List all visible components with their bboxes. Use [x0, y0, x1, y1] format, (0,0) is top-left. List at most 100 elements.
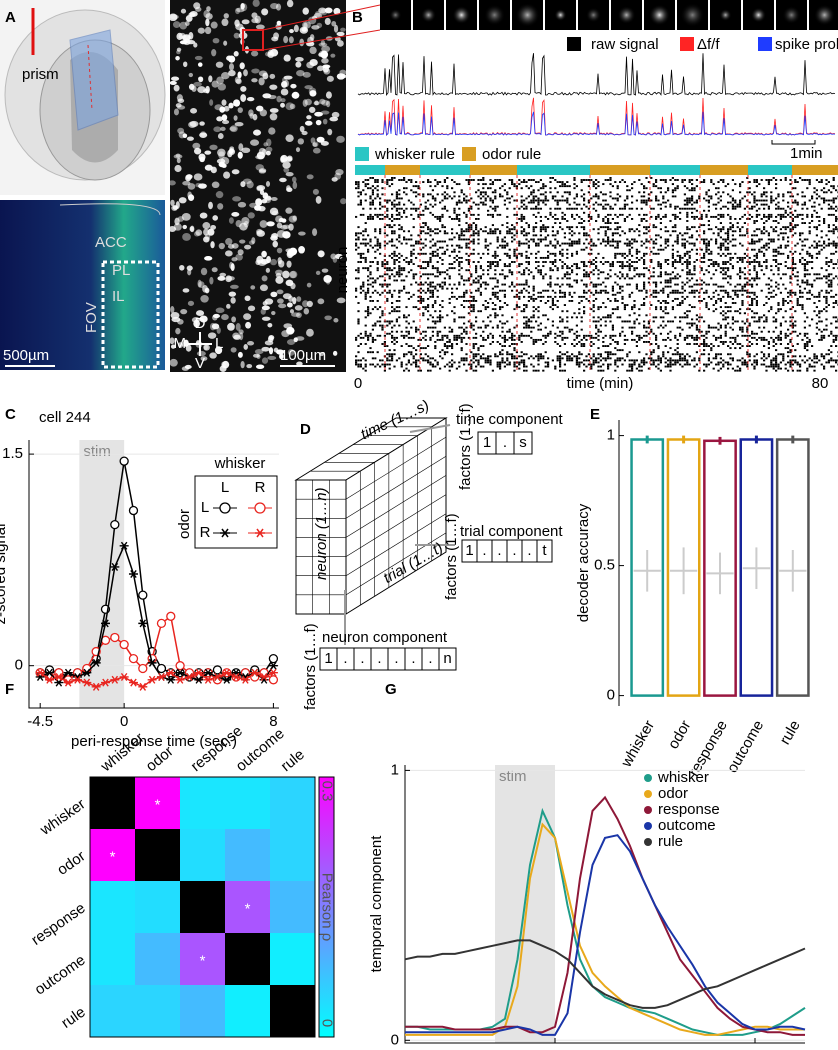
raster-cell — [437, 296, 439, 298]
raster-cell — [681, 316, 683, 318]
raster-cell — [396, 341, 398, 343]
raster-cell — [705, 269, 707, 271]
raster-cell — [437, 253, 439, 255]
raster-cell — [794, 251, 796, 253]
raster-cell — [689, 181, 691, 183]
raster-cell — [816, 189, 818, 191]
raster-cell — [698, 316, 700, 318]
raster-cell — [528, 269, 530, 271]
raster-cell — [441, 224, 443, 226]
raster-cell — [374, 339, 376, 341]
raster-cell — [693, 218, 695, 220]
raster-cell — [545, 273, 547, 275]
raster-cell — [689, 304, 691, 306]
raster-cell — [653, 292, 655, 294]
raster-cell — [629, 321, 631, 323]
raster-cell — [403, 316, 405, 318]
raster-cell — [458, 195, 460, 197]
raster-cell — [561, 216, 563, 218]
cell — [296, 336, 305, 341]
raster-cell — [547, 296, 549, 298]
thumbnails — [380, 0, 838, 30]
raster-cell — [482, 282, 484, 284]
raster-cell — [473, 306, 475, 308]
raster-cell — [583, 306, 585, 308]
raster-cell — [734, 337, 736, 339]
raster-cell — [365, 179, 367, 181]
cell — [228, 55, 235, 62]
raster-cell — [571, 208, 573, 210]
raster-cell — [787, 236, 789, 238]
raster-cell — [809, 247, 811, 249]
raster-cell — [451, 296, 453, 298]
raster-cell — [470, 325, 472, 327]
raster-cell — [511, 271, 513, 273]
cell — [216, 191, 224, 198]
cell — [213, 314, 220, 318]
raster-cell — [501, 245, 503, 247]
raster-cell — [482, 230, 484, 232]
raster-cell — [672, 265, 674, 267]
raster-cell — [559, 185, 561, 187]
raster-cell — [468, 269, 470, 271]
raster-cell — [612, 185, 614, 187]
raster-cell — [835, 206, 837, 208]
raster-cell — [641, 220, 643, 222]
raster-cell — [439, 321, 441, 323]
raster-cell — [753, 179, 755, 181]
raster-cell — [542, 257, 544, 259]
raster-cell — [475, 282, 477, 284]
raster-cell — [739, 290, 741, 292]
raster-cell — [720, 327, 722, 329]
raster-cell — [461, 228, 463, 230]
raster-cell — [655, 286, 657, 288]
raster-cell — [681, 302, 683, 304]
raster-cell — [804, 239, 806, 241]
raster-cell — [715, 300, 717, 302]
cell — [198, 28, 205, 34]
raster-cell — [787, 241, 789, 243]
raster-cell — [686, 343, 688, 345]
raster-cell — [638, 191, 640, 193]
raster-cell — [583, 337, 585, 339]
raster-cell — [473, 214, 475, 216]
raster-cell — [468, 263, 470, 265]
raster-cell — [513, 208, 515, 210]
raster-cell — [475, 232, 477, 234]
raster-cell — [408, 331, 410, 333]
raster-cell — [691, 195, 693, 197]
raster-cell — [621, 302, 623, 304]
raster-cell — [473, 232, 475, 234]
cell — [240, 181, 245, 187]
raster-cell — [545, 185, 547, 187]
raster-cell — [506, 339, 508, 341]
raster-cell — [564, 183, 566, 185]
raster-cell — [674, 241, 676, 243]
raster-cell — [398, 261, 400, 263]
raster-cell — [739, 206, 741, 208]
raster-cell — [569, 243, 571, 245]
cell — [243, 69, 248, 76]
raster-cell — [693, 273, 695, 275]
raster-cell — [365, 257, 367, 259]
raster-cell — [629, 314, 631, 316]
raster-cell — [561, 333, 563, 335]
thumbnail-blob — [390, 9, 402, 21]
raster-cell — [643, 200, 645, 202]
raster-cell — [785, 273, 787, 275]
raster-cell — [653, 333, 655, 335]
raster-cell — [501, 314, 503, 316]
raster-cell — [365, 298, 367, 300]
raster-cell — [825, 329, 827, 331]
cell — [188, 121, 196, 128]
raster-cell — [403, 335, 405, 337]
raster-cell — [492, 341, 494, 343]
raster-cell — [557, 218, 559, 220]
raster-cell — [612, 241, 614, 243]
raster-cell — [398, 241, 400, 243]
raster-cell — [542, 202, 544, 204]
raster-cell — [506, 226, 508, 228]
raster-cell — [751, 193, 753, 195]
raster-cell — [535, 341, 537, 343]
raster-cell — [818, 277, 820, 279]
